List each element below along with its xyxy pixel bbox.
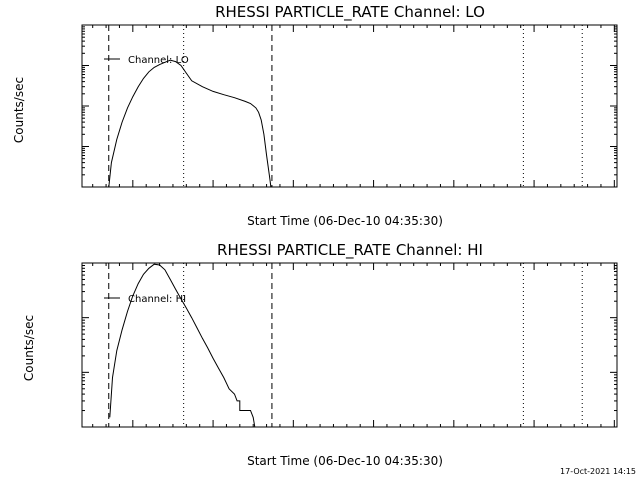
panel-lo: RHESSI PARTICLE_RATE Channel: LO Start T… xyxy=(12,3,618,228)
data-series-line xyxy=(108,59,272,188)
data-series-line xyxy=(109,263,256,428)
legend-label: Channel: HI xyxy=(128,294,186,305)
y-axis-label: Counts/sec xyxy=(22,315,36,381)
panel-hi: RHESSI PARTICLE_RATE Channel: HI Start T… xyxy=(22,241,618,468)
x-axis-label: Start Time (06-Dec-10 04:35:30) xyxy=(247,454,443,468)
legend-label: Channel: LO xyxy=(128,55,189,66)
plot-frame xyxy=(81,24,618,188)
plot-frame xyxy=(81,262,618,428)
chart-title: RHESSI PARTICLE_RATE Channel: HI xyxy=(217,241,483,260)
date-stamp: 17-Oct-2021 14:15 xyxy=(560,467,636,476)
x-axis-label: Start Time (06-Dec-10 04:35:30) xyxy=(247,214,443,228)
y-axis-label: Counts/sec xyxy=(12,77,26,143)
chart-title: RHESSI PARTICLE_RATE Channel: LO xyxy=(215,3,485,22)
